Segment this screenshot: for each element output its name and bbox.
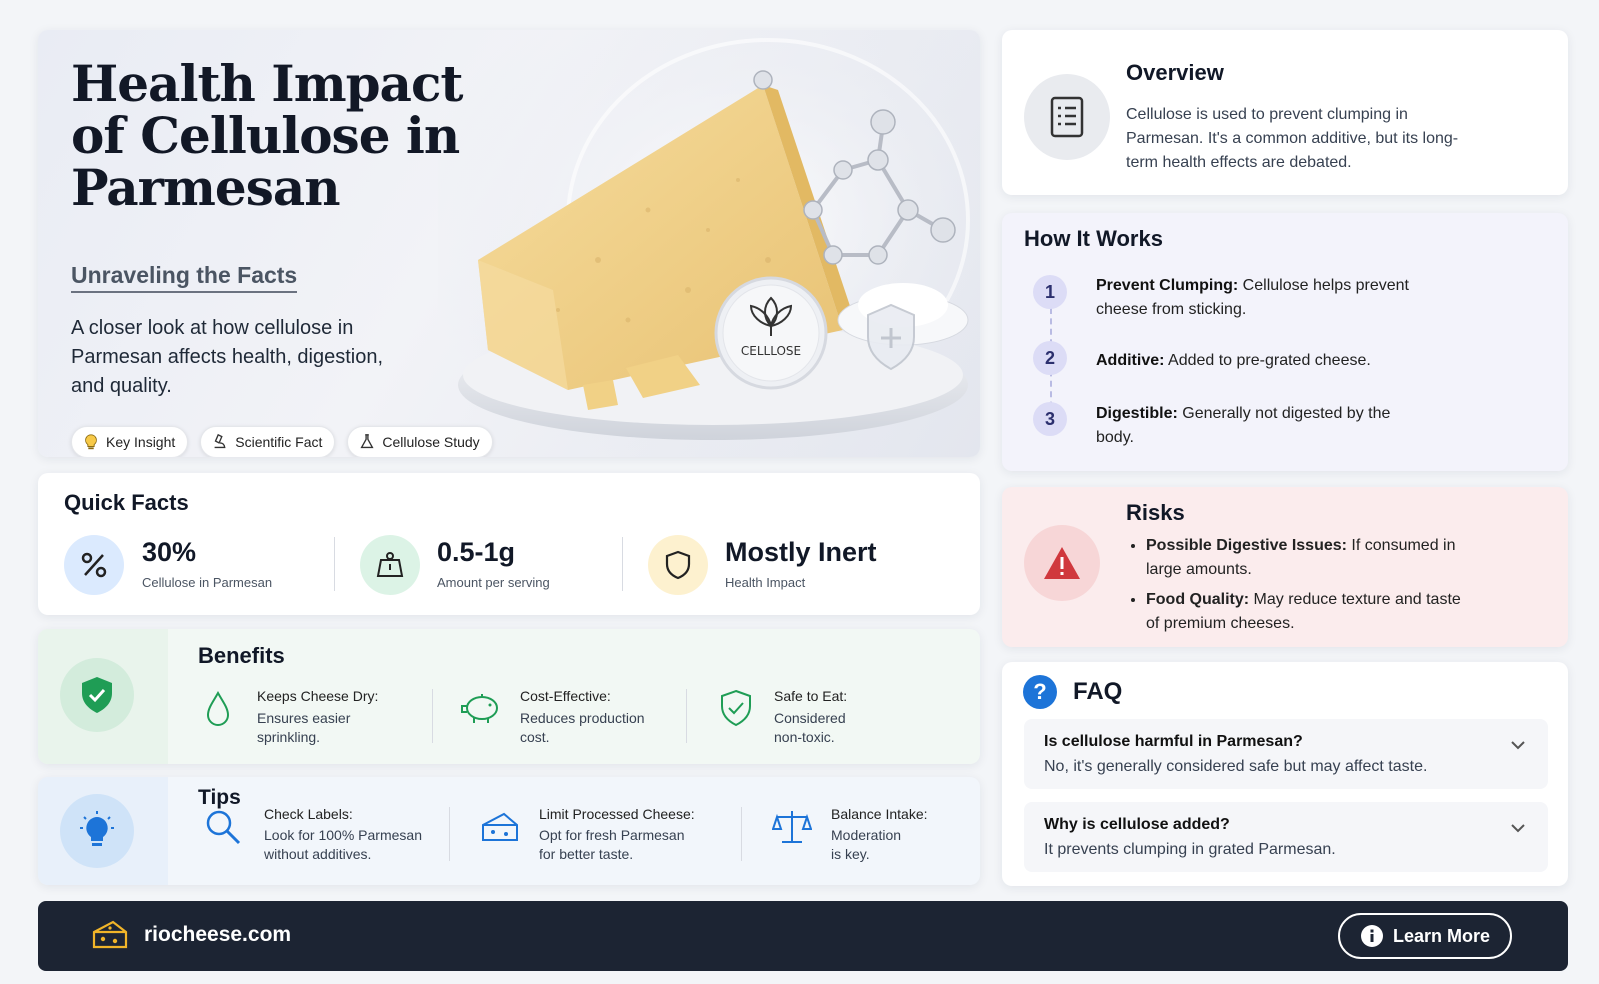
overview-title: Overview	[1126, 60, 1224, 85]
quick-facts-title: Quick Facts	[64, 490, 189, 515]
footer-bar: riocheese.com Learn More	[38, 901, 1568, 971]
benefit-title: Cost-Effective:	[520, 688, 611, 704]
divider	[449, 807, 450, 861]
tip-title: Balance Intake:	[831, 806, 928, 822]
chip-label: Scientific Fact	[235, 434, 323, 450]
step-1-text: Prevent Clumping: Cellulose helps preven…	[1096, 277, 1409, 318]
learn-more-label: Learn More	[1392, 925, 1491, 946]
risk-item: Food Quality: May reduce texture and tas…	[1146, 588, 1466, 636]
tip-title: Check Labels:	[264, 806, 353, 822]
chip-label: Key Insight	[106, 434, 176, 450]
faq-item-1[interactable]: Is cellulose harmful in Parmesan? No, it…	[1024, 719, 1548, 789]
step-1-number: 1	[1033, 275, 1067, 309]
step-2-text: Additive: Added to pre-grated cheese.	[1096, 352, 1371, 369]
faq-answer: It prevents clumping in grated Parmesan.	[1044, 841, 1336, 858]
step-3-text: Digestible: Generally not digested by th…	[1096, 405, 1391, 446]
step-3-number: 3	[1033, 402, 1067, 436]
risks-title: Risks	[1126, 500, 1185, 525]
balance-scale-icon	[772, 811, 812, 843]
benefit-body-line: Reduces production	[520, 710, 645, 726]
help-icon: ?	[1023, 675, 1057, 709]
page-title: Health Impact of Cellulose in Parmesan	[71, 54, 464, 217]
droplet-icon	[206, 690, 230, 726]
how-it-works-card	[1002, 213, 1568, 471]
lightbulb-icon	[60, 794, 134, 868]
chip-scientific-fact[interactable]: Scientific Fact	[200, 426, 336, 457]
benefit-body-line: non-toxic.	[774, 729, 835, 745]
benefit-body-line: sprinkling.	[257, 729, 321, 745]
fact-label: Cellulose in Parmesan	[142, 575, 273, 590]
learn-more-button[interactable]: Learn More	[1338, 913, 1512, 959]
microscope-icon	[214, 433, 226, 449]
step-2-number: 2	[1033, 341, 1067, 375]
tips-card	[38, 777, 980, 885]
info-icon	[1360, 925, 1383, 947]
cheese-icon	[482, 812, 518, 841]
fact-value: 30%	[142, 537, 197, 567]
faq-question: Is cellulose harmful in Parmesan?	[1044, 733, 1303, 750]
tag-chips: Key Insight Scientific Fact Cellulose St…	[71, 426, 493, 457]
how-it-works-title: How It Works	[1024, 226, 1163, 251]
benefits-title: Benefits	[198, 643, 285, 668]
divider	[686, 689, 687, 743]
tip-body-line: Moderation	[831, 827, 902, 843]
chip-label: Cellulose Study	[382, 434, 480, 450]
tip-body-line: without additives.	[264, 846, 372, 862]
faq-answer: No, it's generally considered safe but m…	[1044, 758, 1428, 775]
tip-body-line: for better taste.	[539, 846, 634, 862]
chip-key-insight[interactable]: Key Insight	[71, 426, 189, 457]
magnifier-icon	[206, 810, 241, 845]
faq-question: Why is cellulose added?	[1044, 816, 1230, 833]
shield-check-icon	[60, 658, 134, 732]
fact-value: 0.5-1g	[437, 537, 516, 567]
benefits-card	[38, 629, 980, 764]
site-link[interactable]: riocheese.com	[144, 923, 292, 946]
lightbulb-icon	[85, 434, 97, 450]
chevron-down-icon[interactable]	[1508, 818, 1528, 838]
divider	[741, 807, 742, 861]
percent-icon	[64, 535, 124, 595]
fact-label: Health Impact	[725, 575, 806, 590]
chevron-down-icon[interactable]	[1508, 735, 1528, 755]
benefit-body-line: Considered	[774, 710, 846, 726]
fact-label: Amount per serving	[437, 575, 550, 590]
chip-cellulose-study[interactable]: Cellulose Study	[347, 426, 493, 457]
cheese-logo-icon	[92, 920, 128, 949]
divider	[432, 689, 433, 743]
tips-title: Tips	[198, 786, 241, 809]
benefit-body-line: Ensures easier	[257, 710, 351, 726]
scale-icon	[360, 535, 420, 595]
quick-facts-card	[38, 473, 980, 615]
tip-body-line: is key.	[831, 846, 870, 862]
tip-body-line: Look for 100% Parmesan	[264, 827, 422, 843]
cellulose-badge-label: CELLLOSE	[741, 344, 801, 358]
warning-icon	[1024, 525, 1100, 601]
faq-item-2[interactable]: Why is cellulose added? It prevents clum…	[1024, 802, 1548, 872]
divider	[334, 537, 335, 591]
hero-illustration: CELLLOSE	[438, 30, 980, 457]
faq-title: FAQ	[1073, 678, 1123, 705]
benefit-body-line: cost.	[520, 729, 550, 745]
benefit-title: Safe to Eat:	[774, 688, 848, 704]
document-icon	[1024, 74, 1110, 160]
fact-value: Mostly Inert	[725, 537, 877, 567]
risks-list: Possible Digestive Issues: If consumed i…	[1126, 534, 1466, 636]
overview-text: Cellulose is used to prevent clumping in…	[1126, 106, 1459, 171]
tip-body-line: Opt for fresh Parmesan	[539, 827, 685, 843]
shield-check-icon	[721, 689, 751, 727]
flask-icon	[360, 434, 374, 449]
benefit-title: Keeps Cheese Dry:	[257, 688, 379, 704]
tip-title: Limit Processed Cheese:	[539, 806, 695, 822]
hero-panel: CELLLOSE Health Impact of Cellulose in P…	[38, 30, 980, 457]
risk-item: Possible Digestive Issues: If consumed i…	[1146, 534, 1466, 582]
hero-description: A closer look at how cellulose in Parmes…	[71, 317, 384, 397]
divider	[622, 537, 623, 591]
piggy-bank-icon	[461, 694, 498, 723]
page-subtitle: Unraveling the Facts	[71, 262, 298, 293]
shield-icon	[648, 535, 708, 595]
